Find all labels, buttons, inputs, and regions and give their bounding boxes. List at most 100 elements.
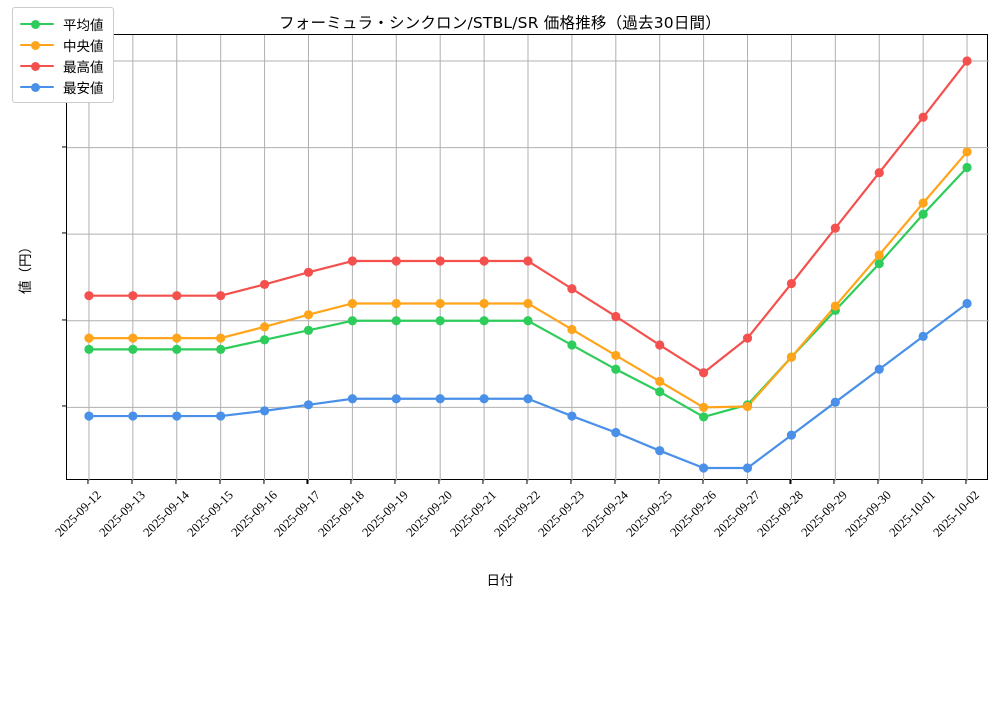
legend-swatch-icon [20, 18, 54, 30]
data-point [962, 298, 972, 309]
data-point [84, 291, 94, 301]
data-point [567, 411, 577, 421]
x-axis-tick-mark [658, 480, 660, 484]
data-point [84, 344, 94, 354]
data-point [84, 411, 94, 421]
y-axis-title: 値（円） [18, 240, 34, 294]
data-point [611, 427, 621, 438]
data-point [347, 394, 357, 404]
data-point [172, 291, 182, 301]
data-point [830, 223, 840, 233]
data-point [611, 311, 621, 322]
y-axis-tick-mark [62, 405, 66, 407]
data-series-layer [84, 56, 972, 473]
data-point [874, 259, 884, 269]
data-point [523, 316, 533, 326]
data-point [962, 147, 972, 157]
data-point [699, 412, 709, 422]
data-point [391, 298, 401, 309]
data-point [567, 324, 577, 335]
data-point [523, 298, 533, 309]
data-point [962, 162, 972, 173]
data-point [655, 340, 665, 350]
data-point [435, 298, 445, 309]
data-point [303, 310, 314, 320]
data-point [523, 394, 533, 404]
x-axis-tick-mark [745, 480, 748, 484]
data-point [786, 430, 797, 440]
x-axis-tick-mark [438, 480, 440, 484]
legend-item-2[interactable]: 最高値 [20, 55, 104, 76]
chart-title: フォーミュラ・シンクロン/STBL/SR 価格推移（過去30日間） [279, 14, 721, 32]
data-point [435, 394, 445, 404]
legend-item-label: 平均値 [63, 17, 104, 34]
data-point [391, 256, 401, 266]
legend-item-label: 中央値 [63, 38, 104, 55]
x-axis-tick-mark [87, 480, 89, 484]
data-point [655, 387, 665, 397]
legend-item-0[interactable]: 平均値 [20, 13, 104, 34]
legend-swatch-icon [20, 81, 54, 93]
series-line-2 [87, 59, 969, 374]
data-point [655, 446, 665, 456]
data-point [918, 331, 928, 341]
data-point [391, 316, 401, 326]
data-point [567, 284, 577, 294]
data-point [128, 344, 138, 354]
x-axis-tick-mark [921, 480, 923, 484]
data-point [655, 376, 665, 387]
legend-item-1[interactable]: 中央値 [20, 34, 104, 55]
data-point [216, 333, 226, 343]
x-axis-tick-mark [526, 480, 528, 484]
data-point [479, 394, 489, 404]
data-point [347, 298, 357, 309]
data-point [742, 463, 753, 473]
legend-swatch-icon [20, 60, 54, 72]
x-axis-tick-mark [306, 480, 309, 484]
data-point [128, 333, 138, 343]
data-point [259, 279, 270, 290]
x-axis-tick-mark [131, 480, 133, 484]
data-point [699, 402, 709, 412]
data-point [172, 333, 182, 343]
legend-item-label: 最高値 [63, 59, 104, 76]
x-axis-tick-mark [614, 480, 616, 484]
data-point [347, 316, 357, 326]
data-point [830, 397, 840, 407]
data-point [172, 411, 182, 421]
data-point [479, 316, 489, 326]
x-axis-title: 日付 [486, 573, 514, 589]
x-axis-tick-mark [570, 480, 572, 484]
x-axis-tick-mark [482, 480, 484, 484]
data-point [699, 368, 709, 378]
data-point [303, 400, 314, 410]
data-point [918, 112, 928, 122]
x-axis-tick-mark [263, 480, 265, 484]
data-point [259, 335, 270, 345]
legend-swatch-icon [20, 39, 54, 51]
y-axis-tick-mark [62, 319, 66, 321]
data-point [479, 256, 489, 266]
data-point [918, 198, 928, 208]
data-point [874, 250, 884, 260]
data-point [962, 56, 972, 66]
data-point [786, 352, 797, 362]
x-axis-tick-mark [789, 480, 791, 484]
data-point [611, 364, 621, 374]
data-point [567, 340, 577, 350]
x-axis-tick-mark [350, 480, 352, 484]
data-point [216, 411, 226, 421]
x-axis-tick-mark [965, 480, 967, 484]
x-axis-tick-mark [219, 480, 221, 484]
series-line-3 [87, 302, 969, 470]
x-axis-tick-mark [833, 480, 835, 484]
legend-item-label: 最安値 [63, 80, 104, 97]
legend-item-3[interactable]: 最安値 [20, 76, 104, 97]
data-point [479, 298, 489, 309]
plot-area [66, 34, 989, 481]
x-axis-tick-mark [702, 480, 704, 484]
data-point [786, 278, 797, 289]
data-point [303, 267, 314, 277]
data-point [128, 291, 138, 301]
chart-legend: 平均値中央値最高値最安値 [12, 7, 114, 103]
